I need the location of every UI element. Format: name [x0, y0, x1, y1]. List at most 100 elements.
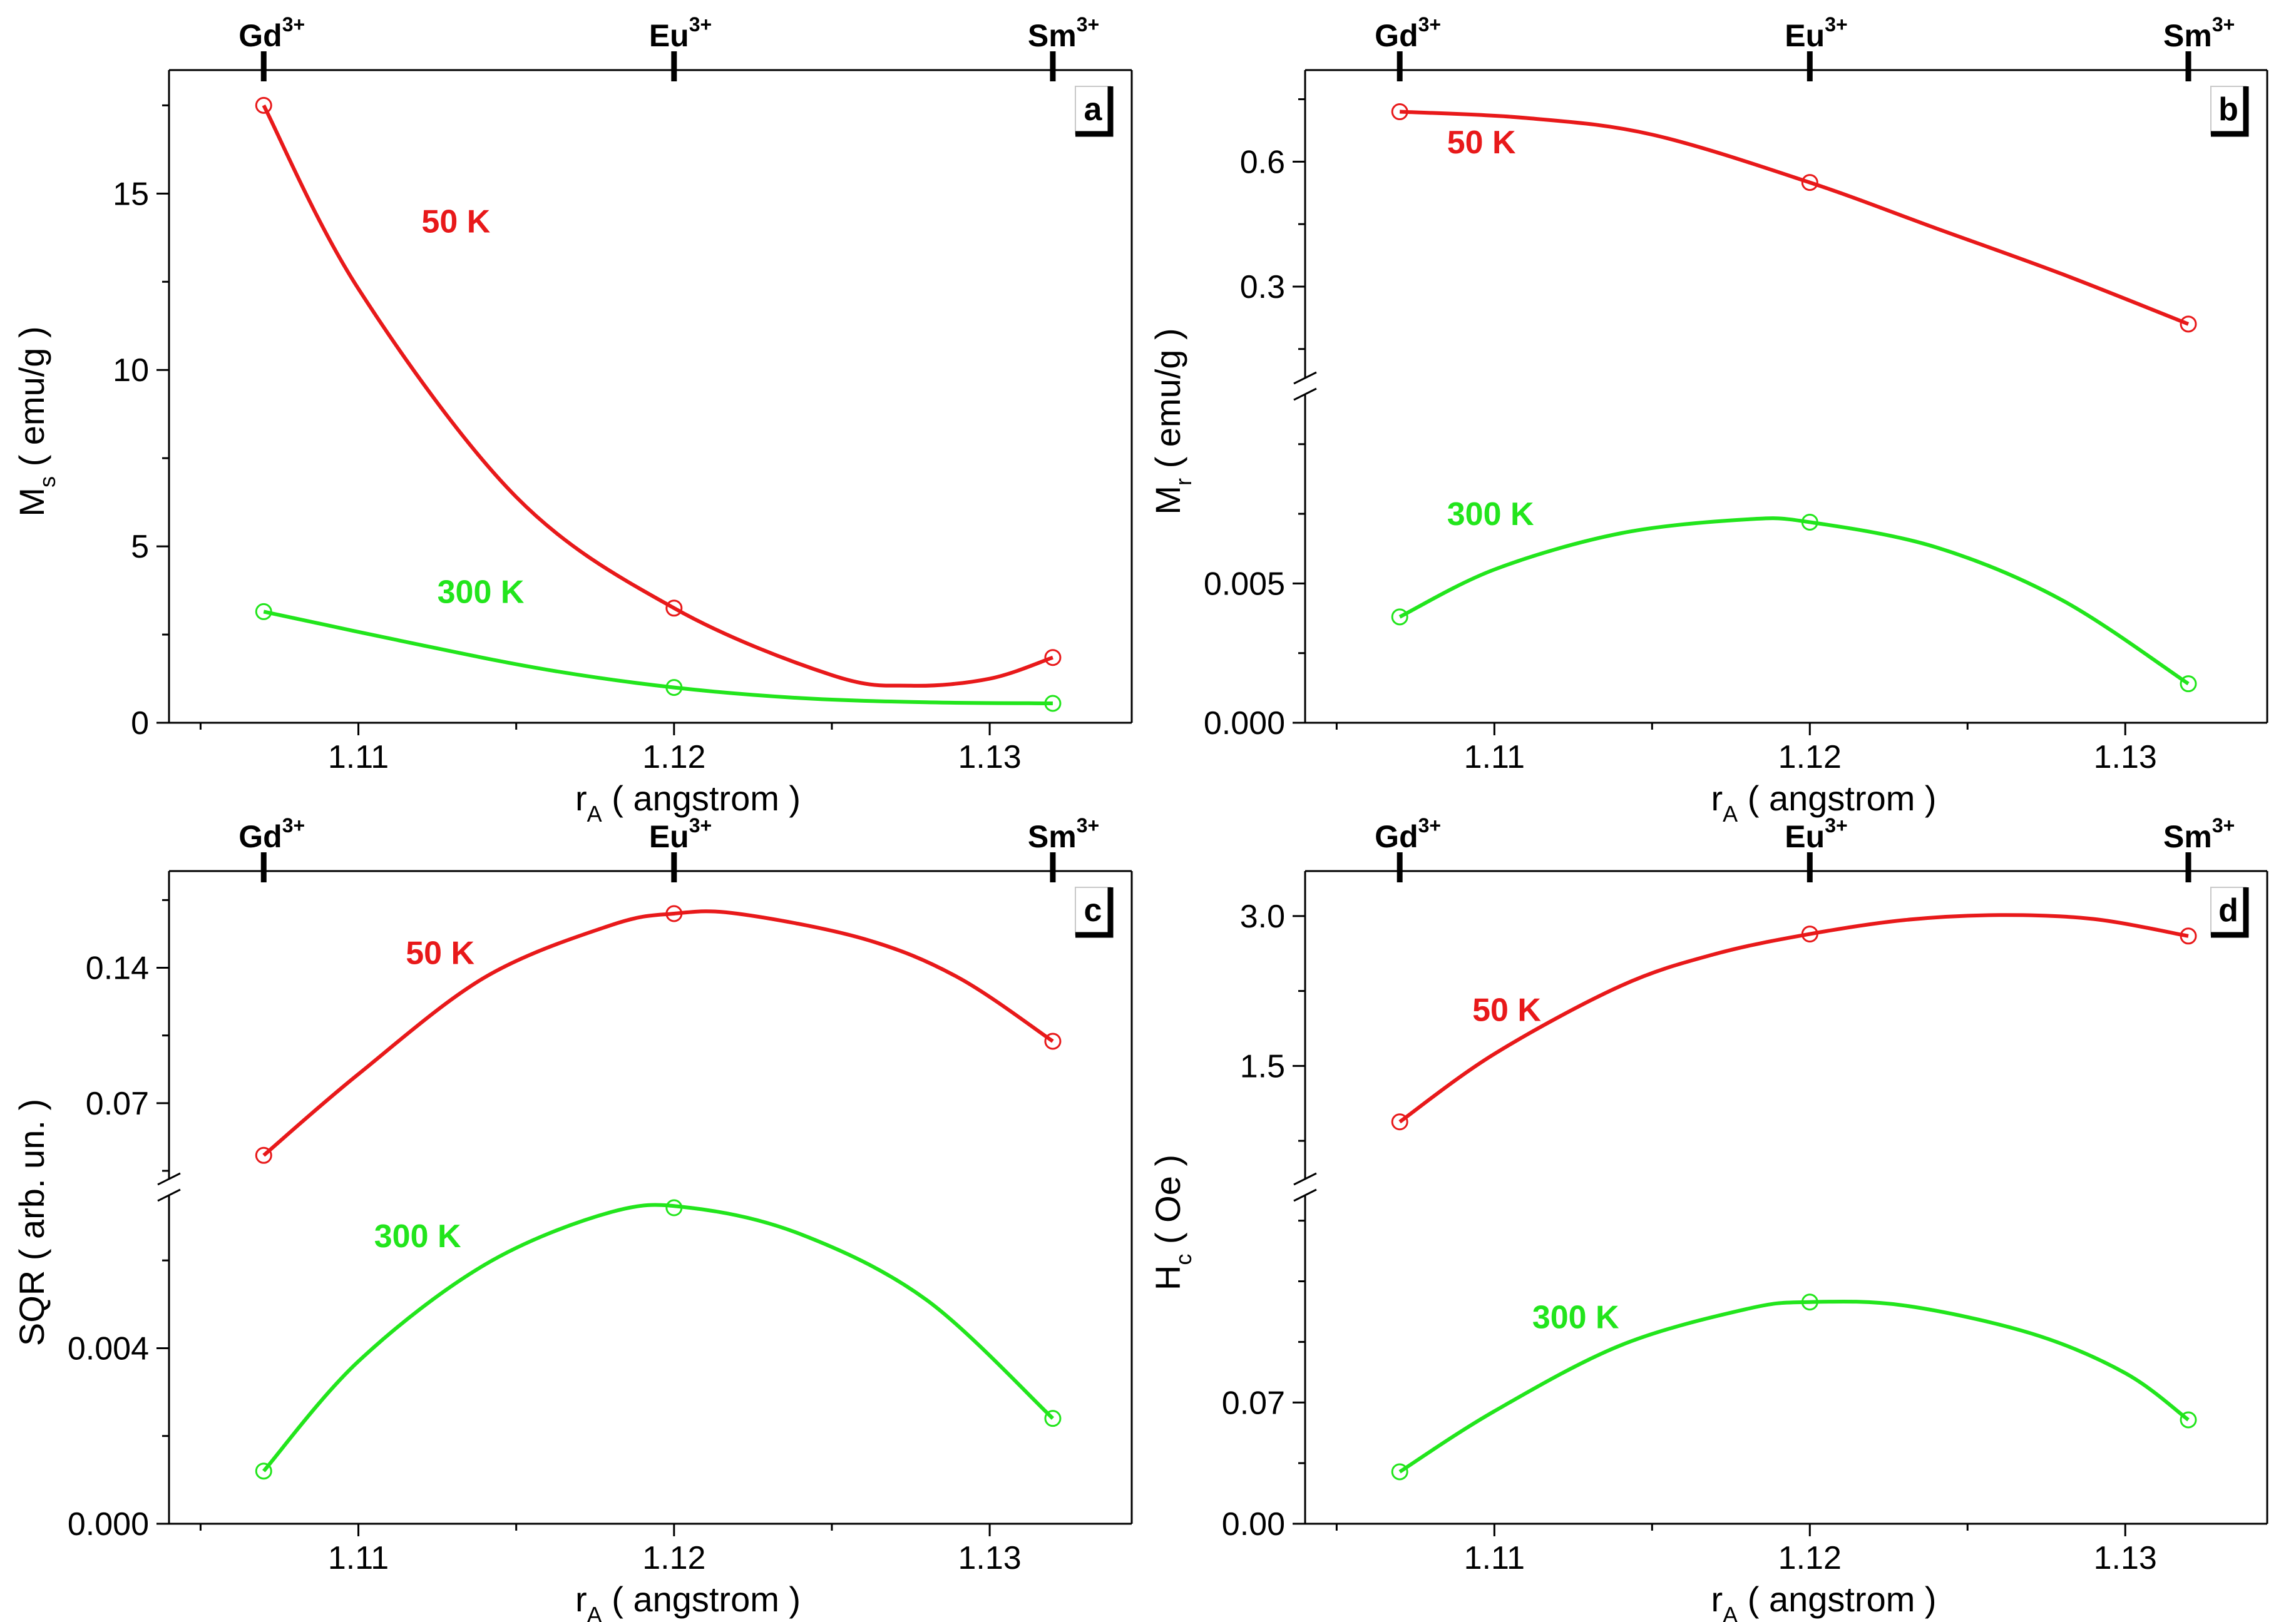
panel-badge-shadow	[1075, 887, 1114, 938]
data-point-marker	[255, 1146, 272, 1164]
ion-charge: 3+	[689, 13, 712, 36]
series-line-50k	[262, 105, 1053, 688]
y-tick-label: 0	[131, 705, 149, 742]
ion-name: Gd	[1375, 819, 1418, 854]
y-tick-label: 15	[113, 176, 149, 212]
y-axis-unit: ( emu/g )	[1148, 328, 1187, 478]
ion-charge: 3+	[1825, 13, 1847, 36]
y-tick-label: 0.004	[68, 1330, 149, 1367]
x-tick-label: 1.13	[2094, 739, 2157, 775]
ion-charge: 3+	[1077, 13, 1099, 36]
data-point-marker	[665, 1199, 683, 1216]
series-annotation: 50 K	[421, 203, 490, 240]
ion-charge: 3+	[2212, 814, 2235, 837]
series-line-50k	[262, 909, 1054, 1157]
series-line-300k	[1398, 516, 2190, 686]
x-tick-label: 1.13	[958, 739, 1021, 775]
data-point-marker	[255, 1462, 272, 1480]
data-point-marker	[1801, 926, 1818, 943]
data-point-marker	[2180, 927, 2197, 945]
x-axis-subscript: A	[1723, 1602, 1738, 1622]
panel-letter: a	[1084, 91, 1103, 128]
y-tick-label: 0.6	[1240, 144, 1285, 180]
axis-break-mark	[1293, 387, 1317, 401]
ion-charge: 3+	[2212, 13, 2235, 36]
ion-name: Gd	[238, 819, 282, 854]
y-axis-symbol: M	[12, 487, 51, 517]
panel-badge-box	[1075, 86, 1111, 135]
data-point-marker	[665, 905, 683, 922]
series-annotation: 300 K	[438, 574, 525, 610]
y-axis-symbol: SQR ( arb. un. )	[12, 1099, 51, 1346]
ion-name: Sm	[1028, 18, 1077, 53]
x-axis-symbol: r	[1711, 1579, 1723, 1619]
axis-break-mark	[157, 1188, 181, 1202]
axis-break-mark	[1293, 371, 1317, 385]
x-tick-label: 1.12	[1778, 739, 1842, 775]
data-point-marker	[1391, 1463, 1408, 1481]
x-tick-label: 1.12	[1778, 1540, 1842, 1576]
x-axis-unit: ( angstrom )	[1738, 1579, 1936, 1619]
y-axis-unit: ( emu/g )	[12, 326, 51, 476]
ion-name: Eu	[1785, 18, 1825, 53]
data-point-marker	[1391, 103, 1408, 121]
ion-label: Gd3+	[238, 13, 305, 53]
x-axis-label: rA ( angstrom )	[575, 1579, 801, 1622]
x-tick-label: 1.11	[1464, 1540, 1525, 1576]
x-axis-unit: ( angstrom )	[602, 1579, 801, 1619]
y-tick-label: 0.07	[86, 1086, 149, 1122]
y-axis-symbol: H	[1148, 1265, 1187, 1290]
x-tick-label: 1.12	[642, 1540, 705, 1576]
x-tick-label: 1.13	[2094, 1540, 2157, 1576]
ion-label: Sm3+	[2163, 814, 2235, 854]
x-tick-label: 1.12	[642, 739, 705, 775]
ion-charge: 3+	[1077, 814, 1099, 837]
data-point-marker	[1801, 174, 1818, 191]
x-tick-label: 1.13	[958, 1540, 1021, 1576]
series-annotation: 300 K	[1447, 496, 1534, 533]
ion-charge: 3+	[689, 814, 712, 837]
y-axis-subscript: s	[34, 476, 60, 487]
ion-name: Sm	[1028, 819, 1077, 854]
ion-charge: 3+	[1418, 13, 1441, 36]
y-tick-label: 10	[113, 352, 149, 389]
ion-label: Eu3+	[1785, 13, 1847, 53]
x-axis-symbol: r	[575, 778, 587, 818]
ion-label: Eu3+	[649, 814, 712, 854]
series-line-50k	[1400, 110, 2190, 326]
ion-label: Gd3+	[1375, 814, 1441, 854]
data-point-marker	[1044, 649, 1062, 666]
panel-badge-box	[1075, 887, 1111, 936]
series-annotation: 50 K	[406, 935, 474, 971]
ion-name: Eu	[649, 18, 689, 53]
series-annotation: 300 K	[374, 1218, 461, 1255]
ion-name: Eu	[649, 819, 689, 854]
data-point-marker	[1801, 513, 1818, 531]
series-line-300k	[263, 610, 1053, 705]
x-axis-label: rA ( angstrom )	[1711, 778, 1937, 827]
x-axis-label: rA ( angstrom )	[1711, 1579, 1937, 1622]
x-tick-label: 1.11	[328, 739, 389, 775]
y-tick-label: 0.14	[86, 951, 149, 987]
y-axis-label: Hc ( Oe )	[1148, 1155, 1196, 1290]
series-line-300k	[1398, 1299, 2190, 1474]
y-tick-label: 5	[131, 529, 149, 565]
axis-break-mark	[1293, 1188, 1317, 1202]
y-axis-subscript: c	[1171, 1254, 1196, 1265]
y-tick-label: 0.000	[1204, 705, 1285, 742]
ion-charge: 3+	[282, 13, 305, 36]
ion-name: Gd	[1375, 18, 1418, 53]
axis-break-mark	[1293, 1172, 1317, 1186]
x-axis-subscript: A	[587, 801, 602, 827]
x-tick-label: 1.11	[1464, 739, 1525, 775]
y-tick-label: 0.005	[1204, 566, 1285, 602]
ion-label: Gd3+	[238, 814, 305, 854]
y-tick-label: 0.000	[68, 1506, 149, 1543]
data-point-marker	[1391, 608, 1408, 626]
series-annotation: 50 K	[1472, 992, 1541, 1029]
series-annotation: 50 K	[1447, 125, 1516, 161]
